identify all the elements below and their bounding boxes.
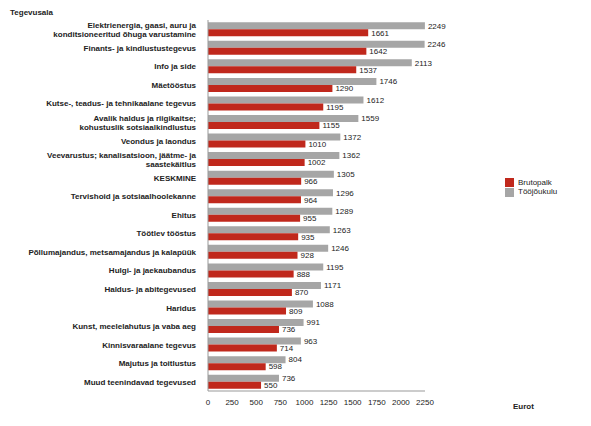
html-text:Eurot: Eurot (513, 402, 534, 411)
svg-text:Kunst, meelelahutus ja vaba ae: Kunst, meelelahutus ja vaba aeg (72, 322, 196, 331)
svg-text:Kinnisvaraalane tegevus: Kinnisvaraalane tegevus (102, 341, 196, 350)
svg-text:1002: 1002 (308, 158, 326, 167)
svg-text:Elektrienergia, gaasi, auru ja: Elektrienergia, gaasi, auru jakonditsion… (53, 21, 196, 39)
svg-text:1612: 1612 (366, 96, 384, 105)
svg-text:714: 714 (280, 344, 294, 353)
svg-text:Info ja side: Info ja side (154, 62, 196, 71)
svg-text:2249: 2249 (428, 22, 446, 31)
svg-text:2246: 2246 (428, 40, 446, 49)
svg-text:1559: 1559 (361, 114, 379, 123)
svg-text:963: 963 (304, 337, 318, 346)
svg-text:935: 935 (301, 233, 315, 242)
html-text:Brutopalk: Brutopalk (518, 178, 552, 187)
svg-text:Muud teenindavad tegevused: Muud teenindavad tegevused (84, 378, 196, 387)
svg-text:966: 966 (304, 177, 318, 186)
svg-text:1372: 1372 (343, 133, 361, 142)
svg-text:870: 870 (295, 288, 309, 297)
svg-text:KESKMINE: KESKMINE (154, 174, 197, 183)
svg-text:Tervishoid ja sotsiaalhoolekan: Tervishoid ja sotsiaalhoolekanne (71, 192, 197, 201)
svg-text:736: 736 (282, 374, 296, 383)
svg-text:809: 809 (289, 307, 303, 316)
svg-text:1263: 1263 (333, 226, 351, 235)
html-text:Tegevusala: Tegevusala (10, 8, 53, 17)
svg-text:1290: 1290 (335, 84, 353, 93)
svg-text:Ehitus: Ehitus (172, 211, 197, 220)
svg-text:1305: 1305 (337, 170, 355, 179)
svg-text:1746: 1746 (379, 77, 397, 86)
svg-text:598: 598 (269, 362, 283, 371)
svg-text:Avalik haldus ja riigikaitse;k: Avalik haldus ja riigikaitse;kohustuslik… (80, 114, 197, 132)
svg-text:Finants- ja kindlustustegevus: Finants- ja kindlustustegevus (84, 44, 197, 53)
svg-text:2113: 2113 (415, 59, 433, 68)
svg-text:1088: 1088 (316, 300, 334, 309)
svg-text:736: 736 (282, 325, 296, 334)
svg-text:928: 928 (301, 251, 315, 260)
svg-text:0: 0 (206, 398, 211, 407)
svg-text:1296: 1296 (336, 189, 354, 198)
svg-text:Mäetööstus: Mäetööstus (152, 81, 197, 90)
svg-text:Kutse-, teadus- ja tehnikaalan: Kutse-, teadus- ja tehnikaalane tegevus (46, 99, 196, 108)
svg-text:Põllumajandus, metsamajandus j: Põllumajandus, metsamajandus ja kalapüük (28, 248, 196, 257)
svg-text:888: 888 (297, 270, 311, 279)
svg-text:Töötlev tööstus: Töötlev tööstus (136, 229, 196, 238)
svg-text:Hulgi- ja jaekaubandus: Hulgi- ja jaekaubandus (109, 266, 197, 275)
svg-text:500: 500 (250, 398, 264, 407)
svg-text:1195: 1195 (326, 103, 344, 112)
svg-text:991: 991 (307, 318, 321, 327)
svg-text:1362: 1362 (342, 151, 360, 160)
svg-text:1537: 1537 (359, 66, 377, 75)
svg-text:550: 550 (264, 381, 278, 390)
svg-text:1750: 1750 (368, 398, 386, 407)
svg-text:1195: 1195 (326, 263, 344, 272)
svg-text:1661: 1661 (371, 29, 389, 38)
svg-text:Veondus ja laondus: Veondus ja laondus (121, 137, 197, 146)
svg-text:1010: 1010 (308, 140, 326, 149)
svg-text:750: 750 (274, 398, 288, 407)
html-text:Tööjõukulu: Tööjõukulu (518, 187, 558, 197)
svg-text:1000: 1000 (296, 398, 314, 407)
svg-text:955: 955 (303, 214, 317, 223)
svg-text:964: 964 (304, 196, 318, 205)
svg-text:Majutus ja toitlustus: Majutus ja toitlustus (119, 359, 197, 368)
svg-text:1171: 1171 (324, 281, 342, 290)
svg-text:2250: 2250 (416, 398, 434, 407)
svg-text:Veevarustus; kanalisatsioon, j: Veevarustus; kanalisatsioon, jäätme- jas… (47, 151, 197, 169)
svg-text:1250: 1250 (320, 398, 338, 407)
svg-text:1642: 1642 (369, 47, 387, 56)
svg-text:250: 250 (225, 398, 239, 407)
svg-text:804: 804 (289, 355, 303, 364)
svg-text:Haldus- ja abitegevused: Haldus- ja abitegevused (104, 285, 196, 294)
svg-text:1289: 1289 (335, 207, 353, 216)
svg-text:1246: 1246 (331, 244, 349, 253)
svg-text:Haridus: Haridus (166, 304, 196, 313)
svg-text:1155: 1155 (322, 121, 340, 130)
svg-text:2000: 2000 (392, 398, 410, 407)
svg-text:1500: 1500 (344, 398, 362, 407)
